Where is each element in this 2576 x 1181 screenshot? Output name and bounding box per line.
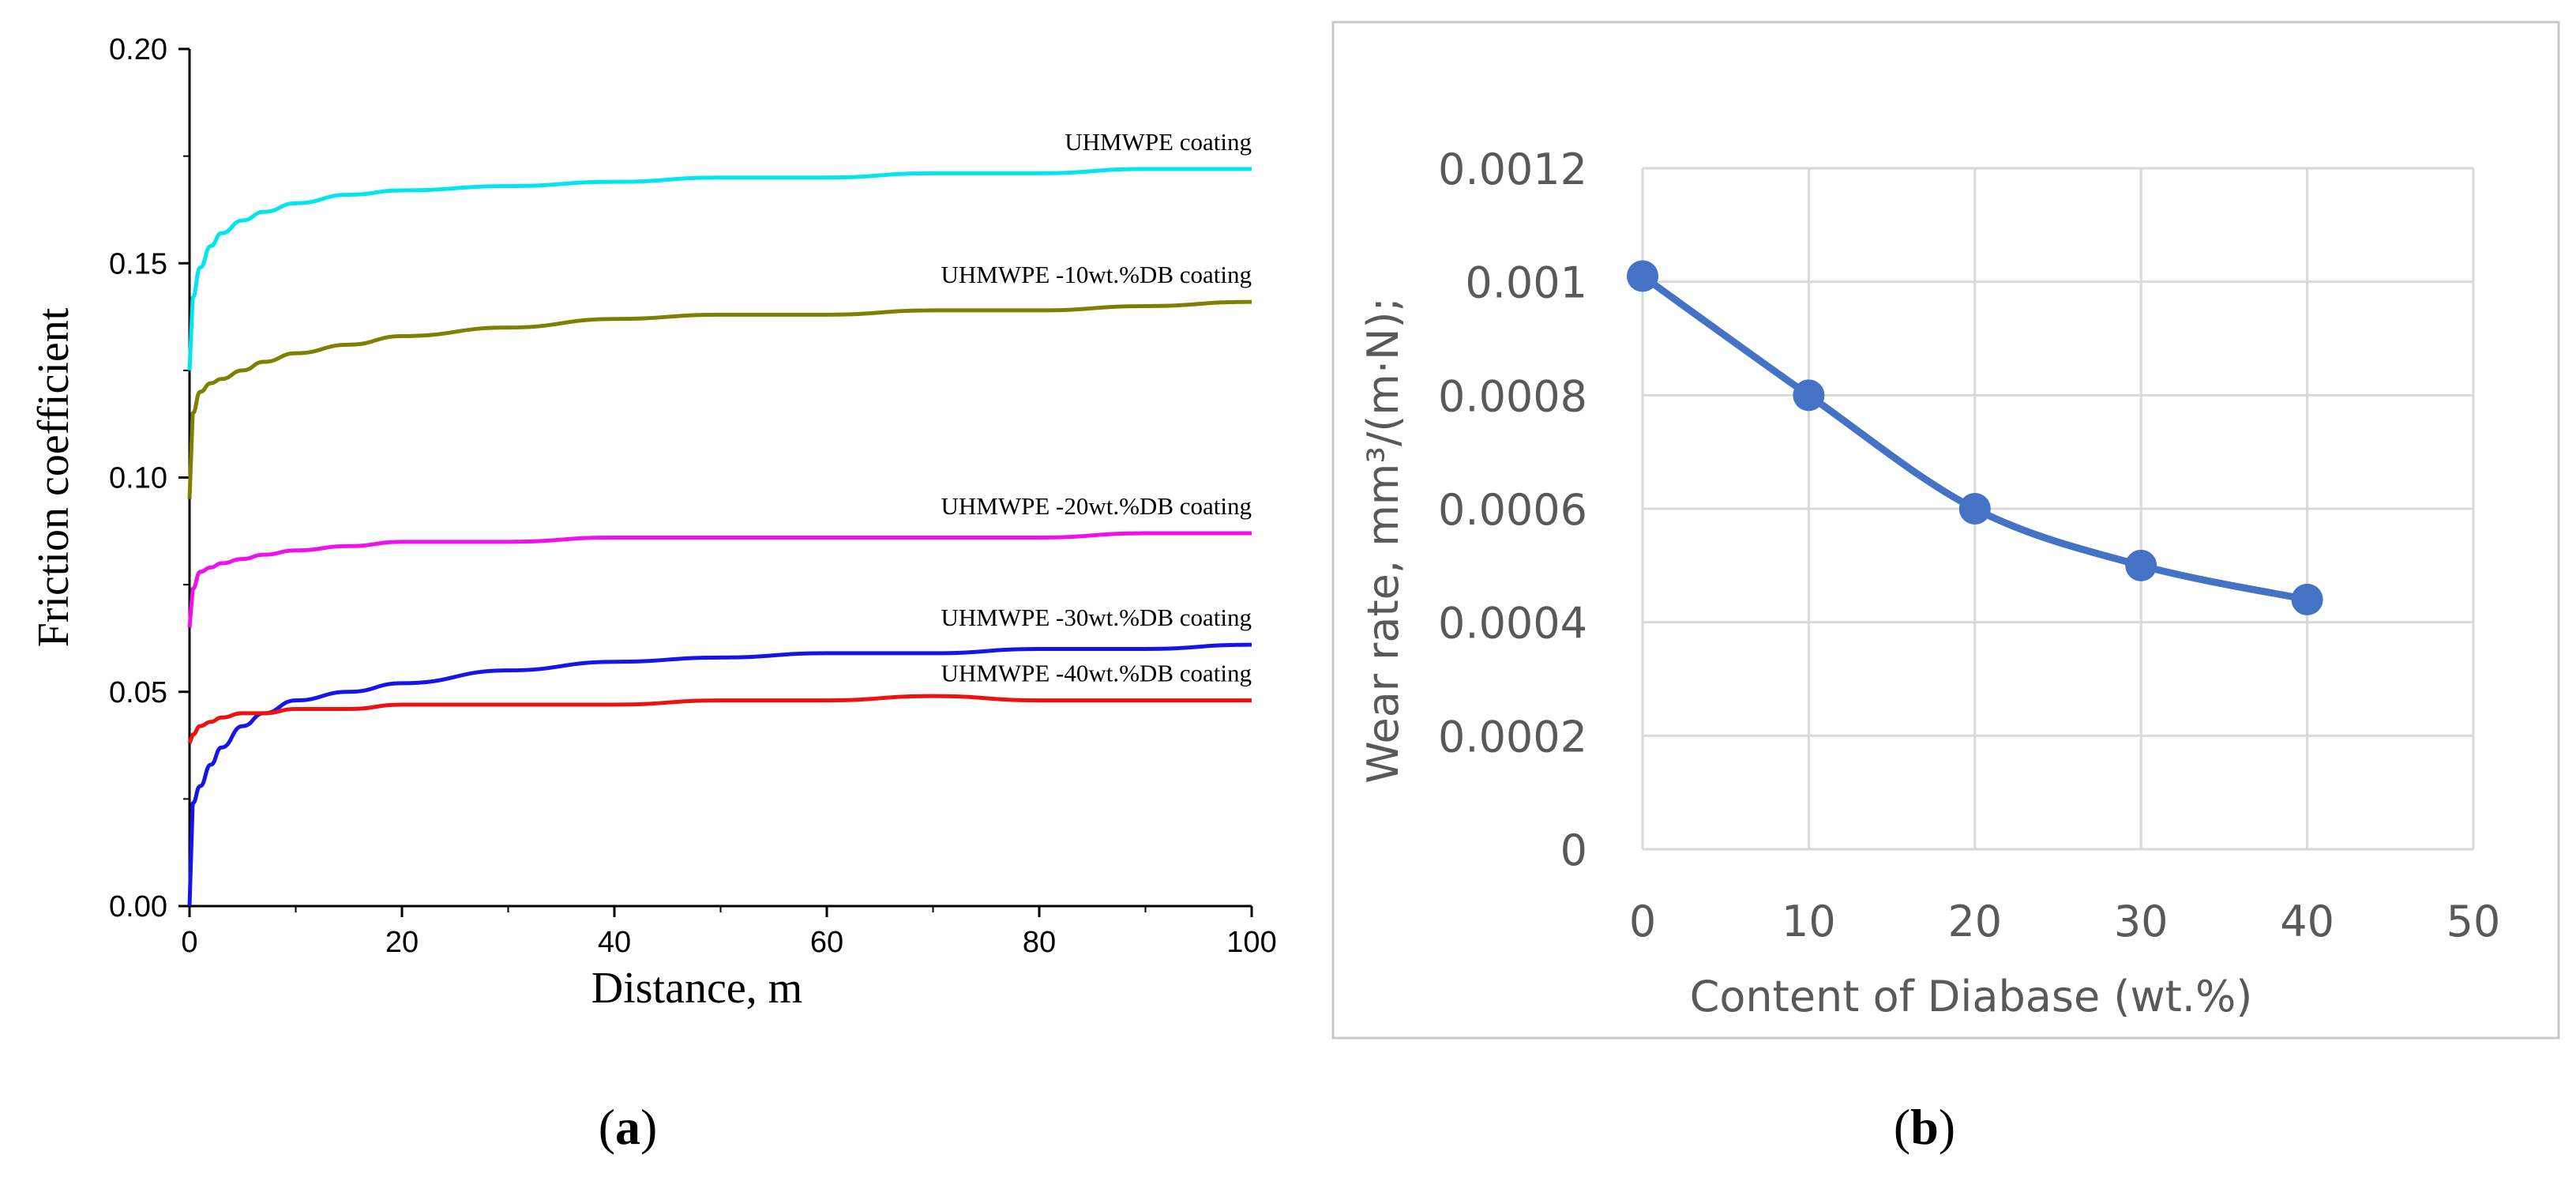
a-series-line-uhmwpe-40wt-db-coating (187, 694, 1252, 744)
b-y-tick-label: 0.0008 (1438, 371, 1587, 421)
a-y-tick-label: 0.15 (109, 247, 167, 280)
a-series-label-uhmwpe-30wt-db-coating: UHMWPE -30wt.%DB coating (941, 604, 1252, 631)
b-x-tick-label: 20 (1947, 897, 2002, 946)
b-data-point (2291, 583, 2323, 615)
a-y-tick-label: 0.00 (109, 890, 167, 923)
a-y-tick-label: 0.05 (109, 676, 167, 709)
chart-b-wear-rate: 0 0.0002 0.0004 0.0006 0.0008 0.001 0.0012 0 10 2… (1331, 21, 2560, 1040)
a-series-line-uhmwpe-10wt-db-coating (187, 299, 1252, 499)
b-data-point (1958, 493, 1991, 525)
a-x-tick-label: 80 (1023, 926, 1056, 959)
a-series-line-uhmwpe-coating (187, 167, 1252, 370)
b-y-tick-label: 0 (1560, 826, 1587, 875)
b-x-tick-label: 10 (1782, 897, 1836, 946)
b-y-tick-label: 0.0006 (1438, 485, 1587, 535)
a-series-label-uhmwpe-coating: UHMWPE coating (1065, 128, 1252, 156)
caption-a-letter: a (615, 1099, 640, 1155)
caption-b: (b) (1894, 1099, 1955, 1155)
a-y-tick-label: 0.10 (109, 462, 167, 495)
a-y-axis-title: Friction coefficient (29, 307, 78, 647)
a-series-label-uhmwpe-10wt-db-coating: UHMWPE -10wt.%DB coating (941, 261, 1252, 288)
a-x-tick-label: 100 (1226, 926, 1276, 959)
caption-a-open-paren: ( (599, 1099, 615, 1155)
b-y-tick-label: 0.0002 (1438, 712, 1587, 762)
a-x-axis-title: Distance, m (591, 964, 802, 1013)
b-y-tick-label: 0.0004 (1438, 599, 1587, 649)
b-data-point (2125, 549, 2157, 581)
b-x-tick-label: 30 (2114, 897, 2169, 946)
a-series-line-uhmwpe-30wt-db-coating (187, 642, 1252, 907)
b-chart-frame (1331, 21, 2560, 1040)
a-y-tick-label: 0.20 (109, 33, 167, 66)
a-x-tick-label: 40 (598, 926, 631, 959)
b-y-axis-title: Wear rate, mm³/(m·N); (1358, 297, 1408, 783)
b-data-point (1627, 260, 1658, 292)
chart-a-friction: 0.00 0.05 0.10 0.15 0.20 0 20 40 60 80 100 Distance… (29, 33, 1277, 1013)
a-series-label-uhmwpe-40wt-db-coating: UHMWPE -40wt.%DB coating (941, 660, 1252, 687)
b-y-tick-label: 0.001 (1465, 258, 1587, 308)
caption-b-open-paren: ( (1894, 1099, 1910, 1155)
caption-b-close-paren: ) (1939, 1099, 1955, 1155)
caption-a: (a) (599, 1099, 658, 1155)
b-x-tick-label: 50 (2446, 897, 2501, 946)
b-y-tick-label: 0.0012 (1438, 145, 1587, 194)
a-x-tick-label: 60 (810, 926, 843, 959)
a-x-tick-label: 0 (181, 926, 197, 959)
b-x-tick-label: 40 (2280, 897, 2334, 946)
a-series-label-uhmwpe-20wt-db-coating: UHMWPE -20wt.%DB coating (941, 492, 1252, 520)
b-x-tick-label: 0 (1629, 897, 1656, 946)
a-x-tick-label: 20 (385, 926, 419, 959)
caption-b-letter: b (1910, 1099, 1939, 1155)
caption-a-close-paren: ) (640, 1099, 657, 1155)
b-x-axis-title: Content of Diabase (wt.%) (1690, 972, 2253, 1021)
a-series-line-uhmwpe-20wt-db-coating (187, 531, 1252, 628)
b-data-point (1793, 379, 1825, 412)
